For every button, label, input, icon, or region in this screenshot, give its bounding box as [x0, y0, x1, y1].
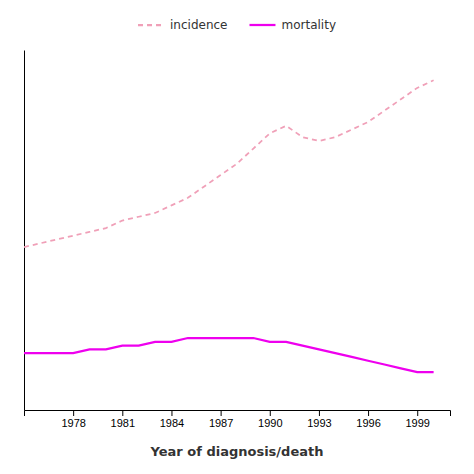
legend-swatch: [249, 24, 275, 26]
legend-item: mortality: [249, 18, 336, 32]
series-line: [24, 338, 434, 372]
x-tick-mark: [319, 410, 320, 416]
plot-area: 1978 1981 1984 1987 1990 1993 1996 1999: [24, 51, 451, 429]
x-axis: 1978 1981 1984 1987 1990 1993 1996 1999: [25, 410, 451, 429]
x-tick: 1990: [258, 410, 282, 429]
legend-label: mortality: [281, 18, 336, 32]
series-line: [24, 80, 434, 247]
legend-swatch: [138, 24, 164, 26]
x-axis-line: [25, 411, 451, 417]
x-tick-mark: [221, 410, 222, 416]
x-tick: 1993: [307, 410, 331, 429]
x-tick-label: 1999: [405, 417, 429, 429]
x-tick: 1984: [160, 410, 184, 429]
x-tick-mark: [270, 410, 271, 416]
x-tick-mark: [122, 410, 123, 416]
legend-label: incidence: [170, 18, 227, 32]
x-tick: 1987: [209, 410, 233, 429]
legend-item: incidence: [138, 18, 227, 32]
x-tick-label: 1993: [307, 417, 331, 429]
y-axis: [24, 51, 25, 411]
x-tick-label: 1996: [356, 417, 380, 429]
x-tick-mark: [368, 410, 369, 416]
x-tick-label: 1981: [111, 417, 135, 429]
x-tick-label: 1978: [61, 417, 85, 429]
x-tick-label: 1990: [258, 417, 282, 429]
x-tick-label: 1987: [209, 417, 233, 429]
x-tick-mark: [73, 410, 74, 416]
x-tick-label: 1984: [160, 417, 184, 429]
x-tick-mark: [417, 410, 418, 416]
x-tick: 1978: [61, 410, 85, 429]
x-tick: 1981: [111, 410, 135, 429]
x-tick: 1996: [356, 410, 380, 429]
y-axis-line: [24, 51, 25, 411]
x-tick: 1999: [405, 410, 429, 429]
marks: [24, 80, 434, 372]
chart: 1978 1981 1984 1987 1990 1993 1996 1999 Year of …: [0, 0, 474, 474]
x-tick-mark: [171, 410, 172, 416]
x-axis-title: Year of diagnosis/death: [150, 444, 324, 459]
legend: incidence mortality: [138, 18, 336, 32]
